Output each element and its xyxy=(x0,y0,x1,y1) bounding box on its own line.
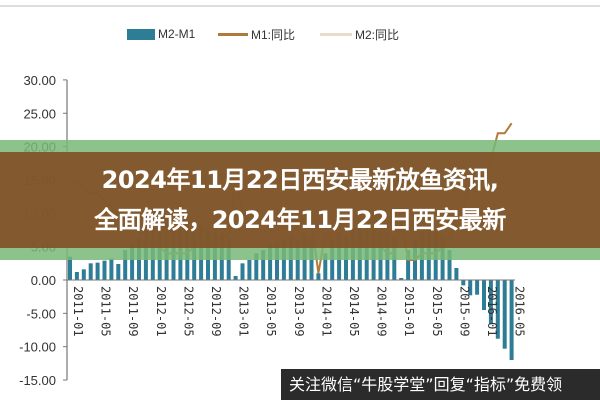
bar xyxy=(509,280,514,361)
bar xyxy=(468,280,473,296)
legend-label: M2:同比 xyxy=(355,27,400,42)
x-tick-label: 2016-01 xyxy=(485,286,499,337)
bar xyxy=(482,280,486,311)
x-tick-label: 2015-05 xyxy=(430,286,444,337)
bar xyxy=(233,275,238,280)
bar xyxy=(68,256,72,280)
bar xyxy=(123,249,128,280)
bar xyxy=(268,245,273,280)
x-tick-label: 2015-09 xyxy=(457,286,471,337)
x-tick-label: 2014-01 xyxy=(319,286,333,337)
bar xyxy=(461,280,466,286)
legend-label: M1:同比 xyxy=(251,27,296,42)
bar xyxy=(488,280,493,324)
x-tick-label: 2015-01 xyxy=(402,286,416,337)
bar xyxy=(323,253,328,280)
bar xyxy=(495,280,500,339)
bar xyxy=(95,262,100,280)
x-tick-label: 2013-09 xyxy=(292,286,306,337)
x-tick-label: 2012-09 xyxy=(209,286,223,337)
legend-item-m2: M2:同比 xyxy=(320,26,399,42)
bar xyxy=(261,249,266,280)
x-tick-label: 2014-05 xyxy=(347,286,361,337)
x-tick-label: 2011-01 xyxy=(71,286,85,337)
bar xyxy=(406,249,411,280)
bar xyxy=(275,243,279,280)
bar xyxy=(81,269,86,280)
legend-label: M2-M1 xyxy=(158,27,196,41)
bar xyxy=(109,258,114,280)
bar xyxy=(447,249,452,280)
title-line-1: 2024年11月22日西安最新放鱼资讯, xyxy=(101,166,499,194)
bar xyxy=(247,259,252,280)
legend-item-m2-m1: M2-M1 xyxy=(127,26,195,42)
x-tick-label: 2016-05 xyxy=(513,286,527,337)
y-tick-label: 25.00 xyxy=(23,106,56,121)
x-tick-label: 2013-01 xyxy=(237,286,251,337)
title-banner: 2024年11月22日西安最新放鱼资讯, 全面解读，2024年11月22日西安最… xyxy=(0,152,600,248)
bar xyxy=(399,277,404,280)
title-line-2: 全面解读，2024年11月22日西安最新 xyxy=(94,206,506,234)
y-tick-label: 30.00 xyxy=(23,73,56,88)
bar xyxy=(130,243,135,280)
bar xyxy=(316,273,321,280)
bar xyxy=(240,263,245,280)
bar xyxy=(102,260,107,280)
bar xyxy=(74,271,79,280)
x-tick-label: 2013-05 xyxy=(264,286,278,337)
y-tick-label: -10.00 xyxy=(19,340,56,355)
legend-swatch xyxy=(127,28,155,40)
legend-item-m1: M1:同比 xyxy=(218,26,295,42)
x-tick-label: 2011-05 xyxy=(99,286,113,337)
y-tick-label: -5.00 xyxy=(26,306,56,321)
x-tick-label: 2014-09 xyxy=(375,286,389,337)
watermark: 关注微信“牛股学堂”回复“指标”免费领 xyxy=(281,369,600,400)
bar xyxy=(254,253,259,280)
bar xyxy=(475,280,480,295)
y-tick-label: 0.00 xyxy=(31,273,56,288)
x-tick-label: 2012-05 xyxy=(181,286,195,337)
bar xyxy=(454,267,459,280)
x-tick-label: 2011-09 xyxy=(126,286,140,337)
legend-swatch xyxy=(320,32,352,36)
legend-swatch xyxy=(218,32,248,36)
bar xyxy=(116,263,121,280)
x-tick-label: 2012-01 xyxy=(154,286,168,337)
bar xyxy=(502,280,507,349)
top-divider xyxy=(0,5,600,7)
bar xyxy=(88,263,93,280)
x-axis-labels: 2011-01 2011-05 2011-09 2012-01 2012-05 2012-… xyxy=(71,286,527,337)
y-tick-label: -15.00 xyxy=(19,373,56,388)
